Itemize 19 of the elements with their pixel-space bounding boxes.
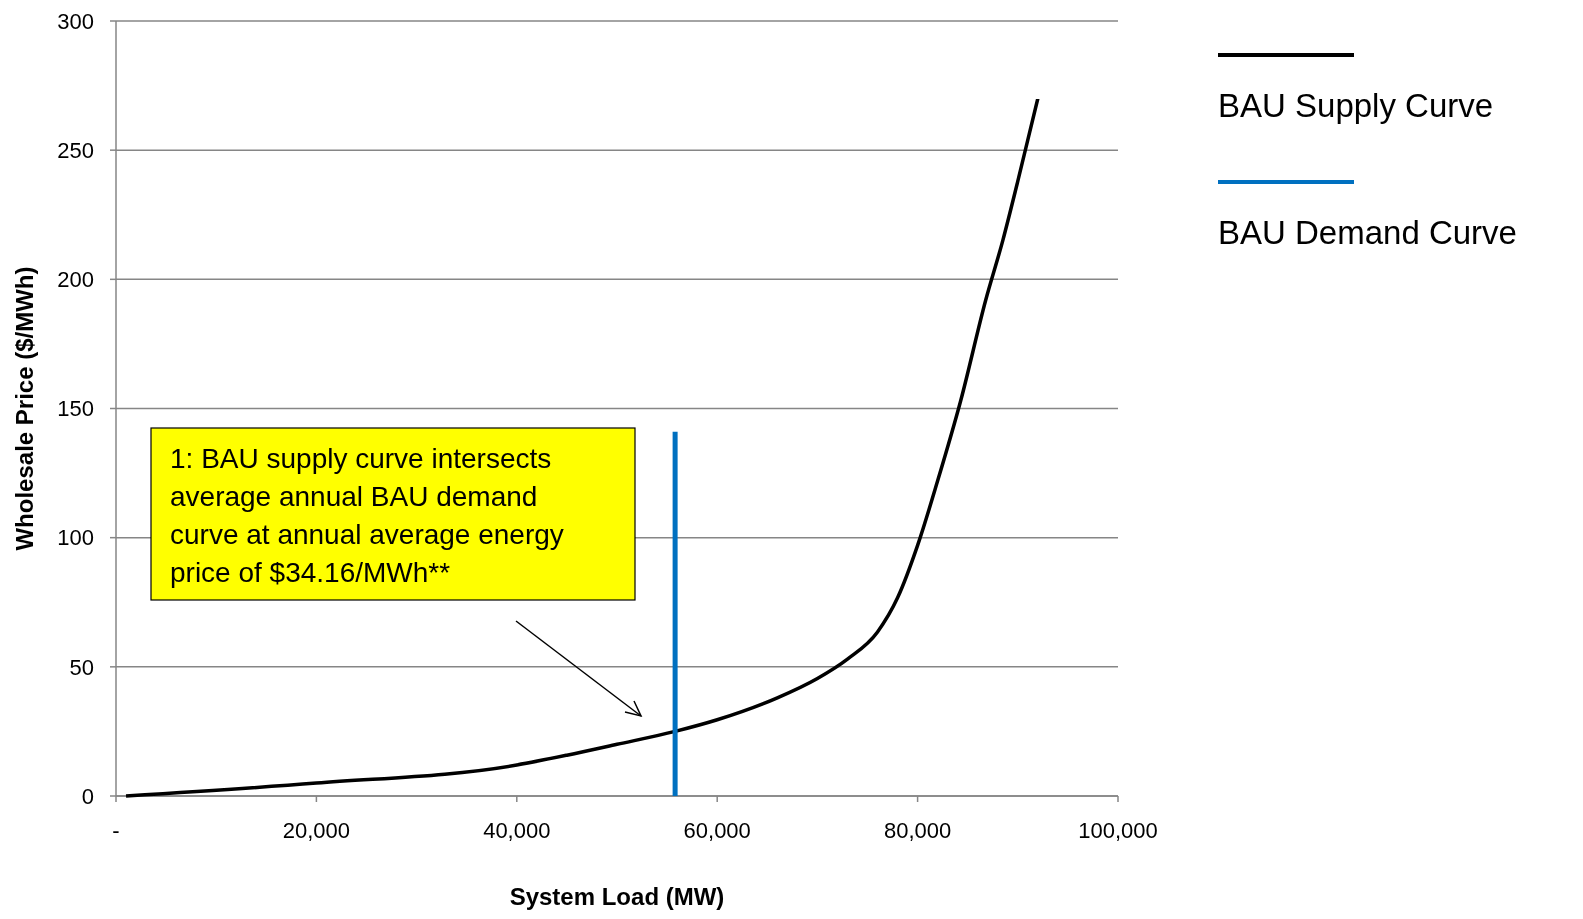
x-axis-title: System Load (MW) bbox=[509, 883, 725, 910]
x-tick-label: 40,000 bbox=[483, 818, 551, 843]
y-tick-label: 150 bbox=[57, 396, 94, 422]
x-tick-label: 60,000 bbox=[683, 818, 751, 843]
annotation: 1: BAU supply curve intersects average annual BAU demand curve at annual average energy price of $34.16/MWh** bbox=[170, 443, 564, 588]
x-tick-label: - bbox=[112, 818, 120, 843]
y-axis-title: Wholesale Price ($/MWh) bbox=[11, 266, 38, 551]
y-tick-label: 100 bbox=[57, 525, 94, 551]
y-tick-label: 0 bbox=[81, 783, 94, 809]
y-tick-label: 250 bbox=[57, 137, 94, 163]
y-tick-label: 300 bbox=[57, 8, 94, 34]
y-tick-label: 200 bbox=[57, 267, 94, 293]
x-tick-label: 100,000 bbox=[1078, 818, 1158, 843]
legend-label: BAU Supply Curve bbox=[1218, 87, 1494, 124]
x-tick-label: 20,000 bbox=[282, 818, 351, 843]
y-tick-label: 50 bbox=[69, 654, 94, 680]
x-tick-label: 80,000 bbox=[883, 818, 952, 843]
line-series bbox=[124, 96, 1040, 798]
legend-label: BAU Demand Curve bbox=[1218, 214, 1517, 251]
